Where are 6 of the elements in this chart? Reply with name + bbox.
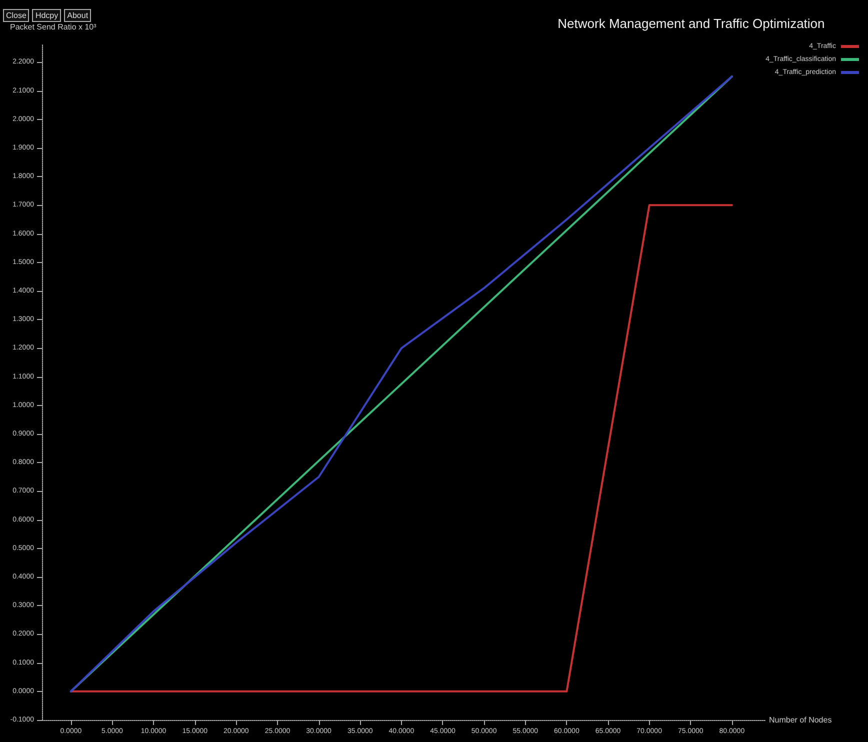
y-axis-title: Packet Send Ratio x 10³ (10, 22, 97, 32)
text: About (64, 9, 92, 22)
text: Hdcpy (32, 9, 62, 22)
text: Close (3, 9, 30, 22)
chart-title: Network Management and Traffic Optimization (558, 16, 825, 31)
x-axis-title: Number of Nodes (769, 716, 832, 724)
